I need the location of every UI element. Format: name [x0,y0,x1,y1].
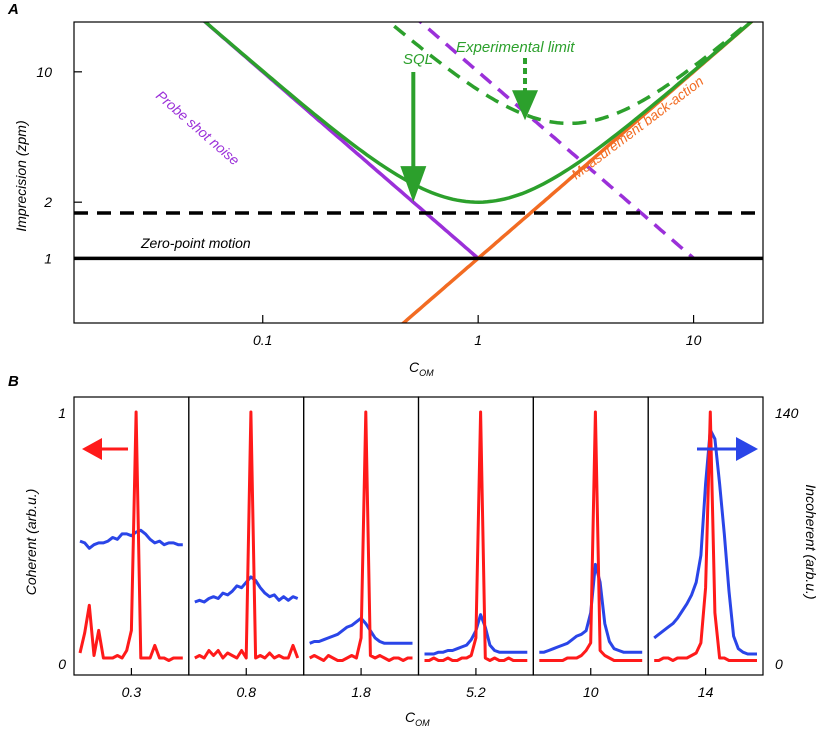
panel-b-subplots: 0.3 0.8 1.8 5.2 10 14 [73,396,764,700]
y-tick-label: 10 [36,64,52,80]
panel-a-xlabel-main: C [409,359,420,375]
panel-a-xlabel: COM [409,359,434,378]
label-sql: SQL [403,51,433,68]
right-tick-label: 140 [775,405,799,421]
panel-b-label: B [8,373,19,390]
left-tick-label: 0 [58,656,66,672]
subplot-0-8: 0.8 [188,396,305,700]
y-tick-label: 1 [44,250,52,266]
panel-b-ylabel-left: Coherent (arb.u.) [23,489,39,596]
x-tick-label: 0.1 [253,332,272,348]
left-tick-label: 1 [58,405,66,421]
panel-a-frame [73,21,764,324]
panel-b-xlabel: COM [405,709,430,728]
subplot-tick-label: 0.3 [122,684,142,700]
subplot-tick-label: 1.8 [351,684,371,700]
coherent-line [308,410,413,662]
series-experimental-limit-line [386,22,752,126]
subplot-10: 10 [532,396,649,700]
label-zero-point-motion: Zero-point motion [140,235,251,251]
series-probe-shot-noise-line [202,22,480,260]
subplot-1-8: 1.8 [303,396,420,700]
x-tick-label: 1 [474,332,482,348]
panel-b-ticks: 0 1 0 140 [58,405,798,672]
incoherent-line [653,428,757,656]
y-tick-label: 2 [43,194,52,210]
panel-b-xlabel-main: C [405,709,416,725]
subplot-0-3: 0.3 [73,396,190,700]
panel-a-ticks: 0.1 1 10 1 2 10 [36,64,701,348]
coherent-line [539,410,643,662]
subplot-tick-label: 14 [698,684,714,700]
incoherent-line [79,528,183,550]
coherent-line [654,410,757,662]
subplot-tick-label: 5.2 [466,684,486,700]
panel-a-ylabel: Imprecision (zpm) [13,120,29,231]
label-probe-shot-noise: Probe shot noise [153,87,243,168]
coherent-line [194,410,300,660]
panel-a-arrows [400,58,539,203]
coherent-line [424,410,528,662]
subplot-tick-label: 0.8 [237,684,257,700]
panel-a-xlabel-sub: OM [419,368,434,378]
coherent-axis-arrow [82,438,128,460]
panel-b-xlabel-sub: OM [415,718,430,728]
incoherent-axis-arrow [697,437,758,461]
subplot-5-2: 5.2 [417,396,534,700]
series-probe-shot-noise-dashed-line [417,22,695,260]
sql-arrow [400,72,427,203]
panel-b-ylabel-right: Incoherent (arb.u.) [803,484,819,599]
panel-a-label: A [7,1,19,18]
label-experimental-limit: Experimental limit [456,39,575,56]
right-tick-label: 0 [775,656,783,672]
subplot-tick-label: 10 [583,684,599,700]
experimental-limit-arrow [512,58,539,121]
subplot-14: 14 [647,396,764,700]
coherent-line [78,410,183,662]
x-tick-label: 10 [686,332,702,348]
label-measurement-back-action: Measurement back-action [568,73,706,183]
